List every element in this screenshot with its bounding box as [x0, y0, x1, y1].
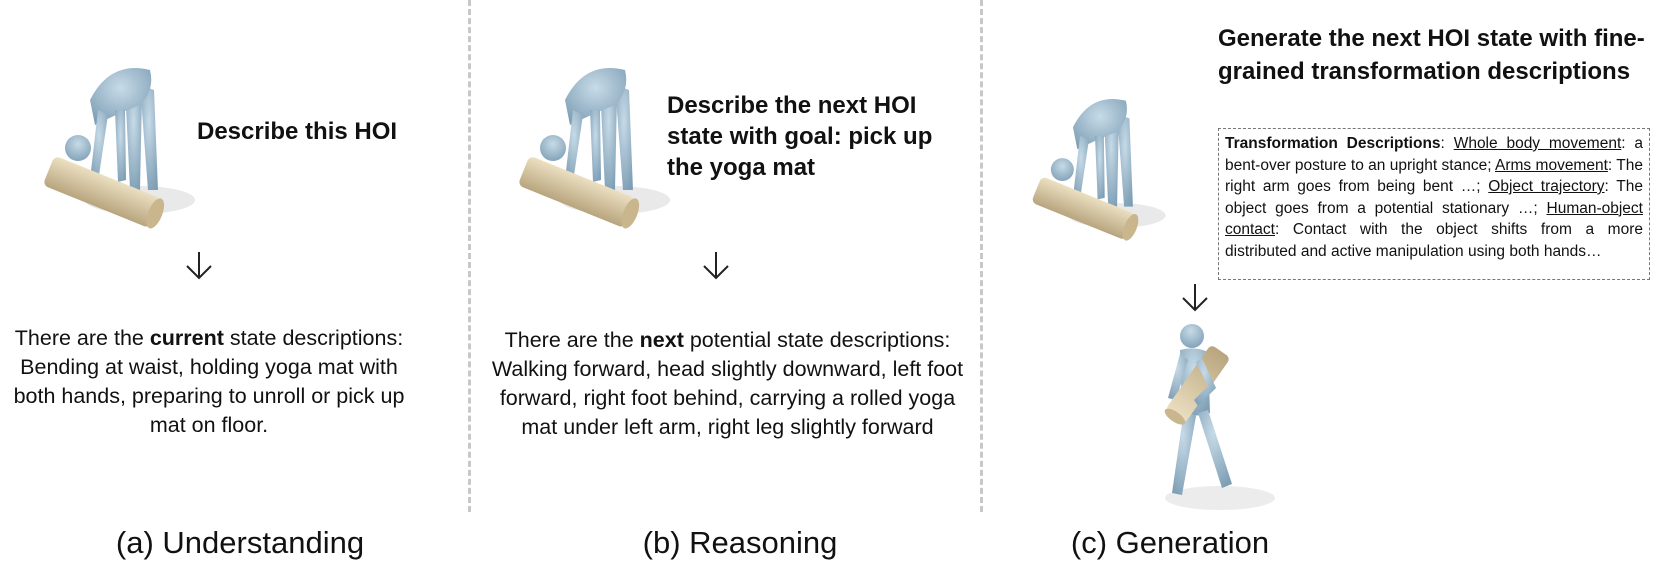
caption-understanding: (a) Understanding	[115, 525, 365, 560]
transformation-descriptions-box: Transformation Descriptions: Whole body …	[1218, 128, 1650, 280]
understanding-prompt: Describe this HOI	[197, 118, 398, 145]
whole-body-movement-key: Whole body movement	[1453, 135, 1622, 152]
human-object-contact-key: Human-object contact	[1225, 199, 1643, 239]
current-keyword: current	[149, 326, 224, 350]
bending-human-figure-a	[44, 68, 195, 229]
arrow-down-icon	[1182, 284, 1208, 312]
bending-human-figure-c	[1032, 98, 1166, 241]
understanding-description: There are the current state descriptions…	[13, 326, 405, 437]
reasoning-prompt: Describe the next HOI state with goal: p…	[667, 92, 933, 181]
object-trajectory-key: Object trajectory	[1488, 178, 1605, 195]
arrow-down-icon	[186, 252, 212, 280]
next-keyword: next	[639, 328, 684, 352]
arrow-down-icon	[703, 252, 729, 280]
arms-movement-key: Arms movement	[1495, 156, 1608, 174]
caption-reasoning: (b) Reasoning	[642, 525, 838, 560]
panel-divider-left	[468, 0, 471, 512]
bending-human-figure-b	[519, 68, 670, 229]
panel-divider-right	[980, 0, 983, 512]
reasoning-description: There are the next potential state descr…	[491, 328, 964, 439]
walking-human-with-mat-figure	[1164, 324, 1275, 510]
caption-generation: (c) Generation	[1070, 525, 1270, 560]
transformation-label: Transformation Descriptions	[1225, 135, 1441, 152]
generation-prompt: Generate the next HOI state with fine-gr…	[1218, 25, 1645, 85]
